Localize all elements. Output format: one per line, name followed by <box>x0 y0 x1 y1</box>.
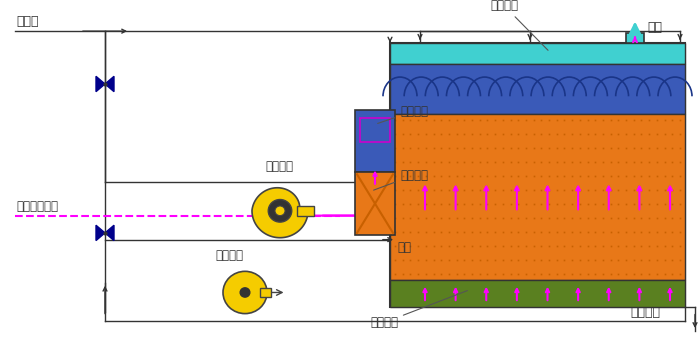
Bar <box>390 280 685 307</box>
Text: 臭气收集管道: 臭气收集管道 <box>16 200 58 213</box>
Bar <box>390 43 685 64</box>
Bar <box>355 172 395 235</box>
Text: 除臭风机: 除臭风机 <box>265 161 293 173</box>
Text: 加湿填料: 加湿填料 <box>374 169 428 190</box>
Bar <box>260 288 272 297</box>
Circle shape <box>223 271 267 313</box>
Text: 生物填料: 生物填料 <box>370 291 468 329</box>
Polygon shape <box>105 225 114 241</box>
Text: 灸洒嘴头: 灸洒嘴头 <box>490 0 548 50</box>
Bar <box>390 114 685 280</box>
Text: 加湿嘴头: 加湿嘴头 <box>377 105 428 124</box>
Circle shape <box>275 206 285 216</box>
Text: 循环水泵: 循环水泵 <box>215 249 243 262</box>
Text: 排放: 排放 <box>647 20 662 34</box>
Bar <box>360 118 390 142</box>
Text: 进水管: 进水管 <box>16 15 38 28</box>
Circle shape <box>268 199 292 222</box>
Bar <box>390 64 685 114</box>
Bar <box>390 43 685 307</box>
Text: 废水排放: 废水排放 <box>630 306 660 319</box>
Polygon shape <box>105 76 114 92</box>
Circle shape <box>240 288 250 297</box>
Polygon shape <box>252 188 308 238</box>
Text: 水筱: 水筱 <box>397 241 411 254</box>
Bar <box>297 206 314 216</box>
Polygon shape <box>96 76 105 92</box>
Polygon shape <box>96 225 105 241</box>
Bar <box>626 33 644 43</box>
Bar <box>355 110 395 172</box>
